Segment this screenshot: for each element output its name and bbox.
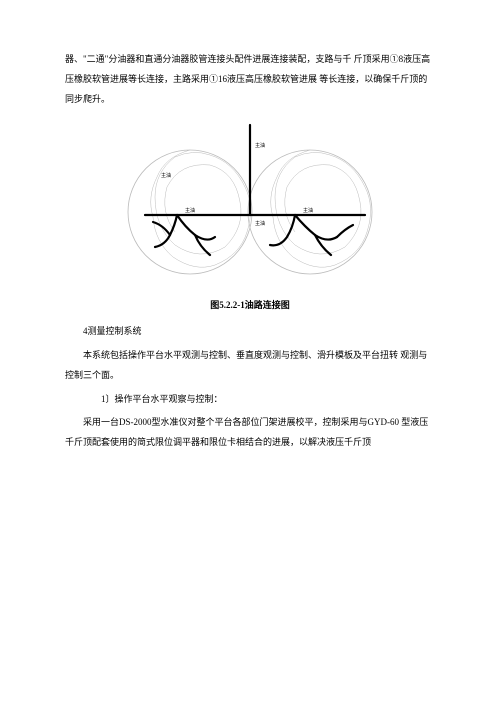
paragraph-3: 本系统包括操作平台水平观测与控制、垂直度观测与控制、滑升模板及平台扭转 观测与控…	[65, 346, 435, 386]
paragraph-4: 1〕操作平台水平观察与控制：	[65, 390, 435, 410]
figure-oil-circuit: 主油 主油 主油 主油 主油	[65, 117, 435, 292]
paragraph-1: 器、"二通"分油器和直通分油器胶管连接头配件进展连接装配，支路与千 斤顶采用①8…	[65, 50, 435, 109]
label-midright: 主油	[303, 207, 313, 214]
oil-circuit-diagram: 主油 主油 主油 主油 主油	[115, 117, 385, 292]
label-topleft: 主油	[161, 172, 171, 179]
label-midleft: 主油	[185, 207, 195, 214]
label-center: 主油	[255, 220, 265, 227]
paragraph-2: 4测量控制系统	[65, 322, 435, 342]
figure-caption: 图5.2.2-1油路连接图	[65, 296, 435, 316]
paragraph-5: 采用一台DS-2000型水准仪对整个平台各部位门架进展校平，控制采用与GYD-6…	[65, 413, 435, 453]
label-top: 主油	[255, 142, 265, 149]
